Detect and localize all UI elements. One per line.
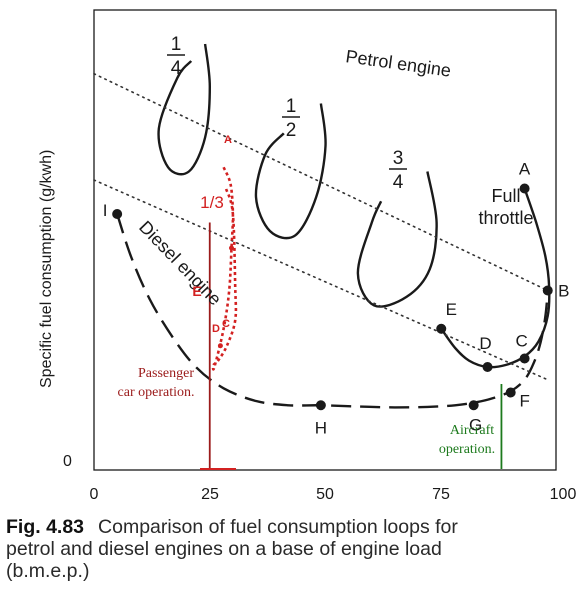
- label-quarter-denominator: 4: [171, 58, 182, 79]
- label-passenger-2: car operation.: [118, 385, 195, 400]
- label-quarter-numerator: 1: [171, 34, 182, 55]
- point-a: [519, 183, 530, 194]
- point-e: [436, 323, 447, 334]
- point-label-e: E: [446, 300, 457, 319]
- x-tick-25: 25: [201, 486, 219, 503]
- series-three-quarter-load: [356, 171, 438, 308]
- series-quarter-load: [157, 43, 212, 176]
- caption-line-2: petrol and diesel engines on a base of e…: [6, 538, 442, 560]
- point-label-a: A: [519, 160, 531, 179]
- point-i: [112, 209, 123, 219]
- point-d: [482, 362, 493, 372]
- red-letter-a: A: [224, 134, 232, 146]
- point-label-i: I: [103, 201, 108, 220]
- red-letter-e: E: [192, 283, 201, 299]
- label-full-throttle-1: Full: [491, 186, 520, 206]
- point-label-g: G: [469, 415, 482, 434]
- series-full-throttle: [440, 188, 551, 369]
- x-tick-100: 100: [550, 486, 577, 503]
- figure-caption: Fig. 4.83 Comparison of fuel consumption …: [6, 516, 584, 582]
- y-axis-label: Specific fuel consumption (g/kwh): [38, 150, 55, 388]
- caption-line-1: Fig. 4.83 Comparison of fuel consumption …: [6, 516, 584, 538]
- point-b: [542, 285, 553, 296]
- petrol-guide-line: [93, 72, 549, 292]
- label-aircraft-2: operation.: [439, 442, 495, 457]
- red-one-third-loop: [211, 166, 238, 371]
- red-loop-dot-2: [217, 343, 223, 349]
- point-label-h: H: [315, 418, 327, 437]
- x-tick-50: 50: [316, 486, 334, 503]
- label-petrol-engine: Petrol engine: [344, 46, 452, 81]
- point-label-f: F: [520, 392, 530, 411]
- label-one-third: 1/3: [200, 193, 224, 212]
- label-full-throttle-2: throttle: [478, 208, 533, 228]
- point-c: [519, 353, 530, 364]
- red-loop-dot-1: [229, 245, 235, 251]
- point-g: [468, 400, 479, 411]
- figure-number: Fig. 4.83: [6, 516, 85, 538]
- fuel-consumption-chart: Specific fuel consumption (g/kwh) 0 0 25…: [38, 9, 577, 503]
- label-passenger-1: Passenger: [138, 366, 194, 381]
- diesel-guide-line: [93, 179, 549, 381]
- series-diesel-engine: [116, 213, 549, 409]
- label-three-quarter-numerator: 3: [393, 148, 404, 169]
- point-f: [505, 387, 516, 398]
- label-half-denominator: 2: [286, 120, 297, 141]
- x-tick-75: 75: [432, 486, 450, 503]
- y-tick-0: 0: [63, 453, 72, 470]
- point-h: [315, 400, 326, 411]
- caption-text-1: Comparison of fuel consumption loops for: [98, 516, 458, 538]
- point-label-d: D: [479, 334, 491, 353]
- x-tick-0: 0: [90, 486, 99, 503]
- label-aircraft-1: Aircraft: [450, 423, 494, 438]
- point-label-c: C: [515, 332, 527, 351]
- label-three-quarter-denominator: 4: [393, 172, 404, 193]
- caption-line-3: (b.m.e.p.): [6, 560, 90, 582]
- label-half-numerator: 1: [286, 96, 297, 117]
- plot-frame: [93, 9, 557, 471]
- point-label-b: B: [558, 282, 569, 301]
- series-half-load: [254, 103, 327, 240]
- red-letter-d: D: [212, 323, 220, 335]
- red-letter-c: C: [222, 318, 230, 330]
